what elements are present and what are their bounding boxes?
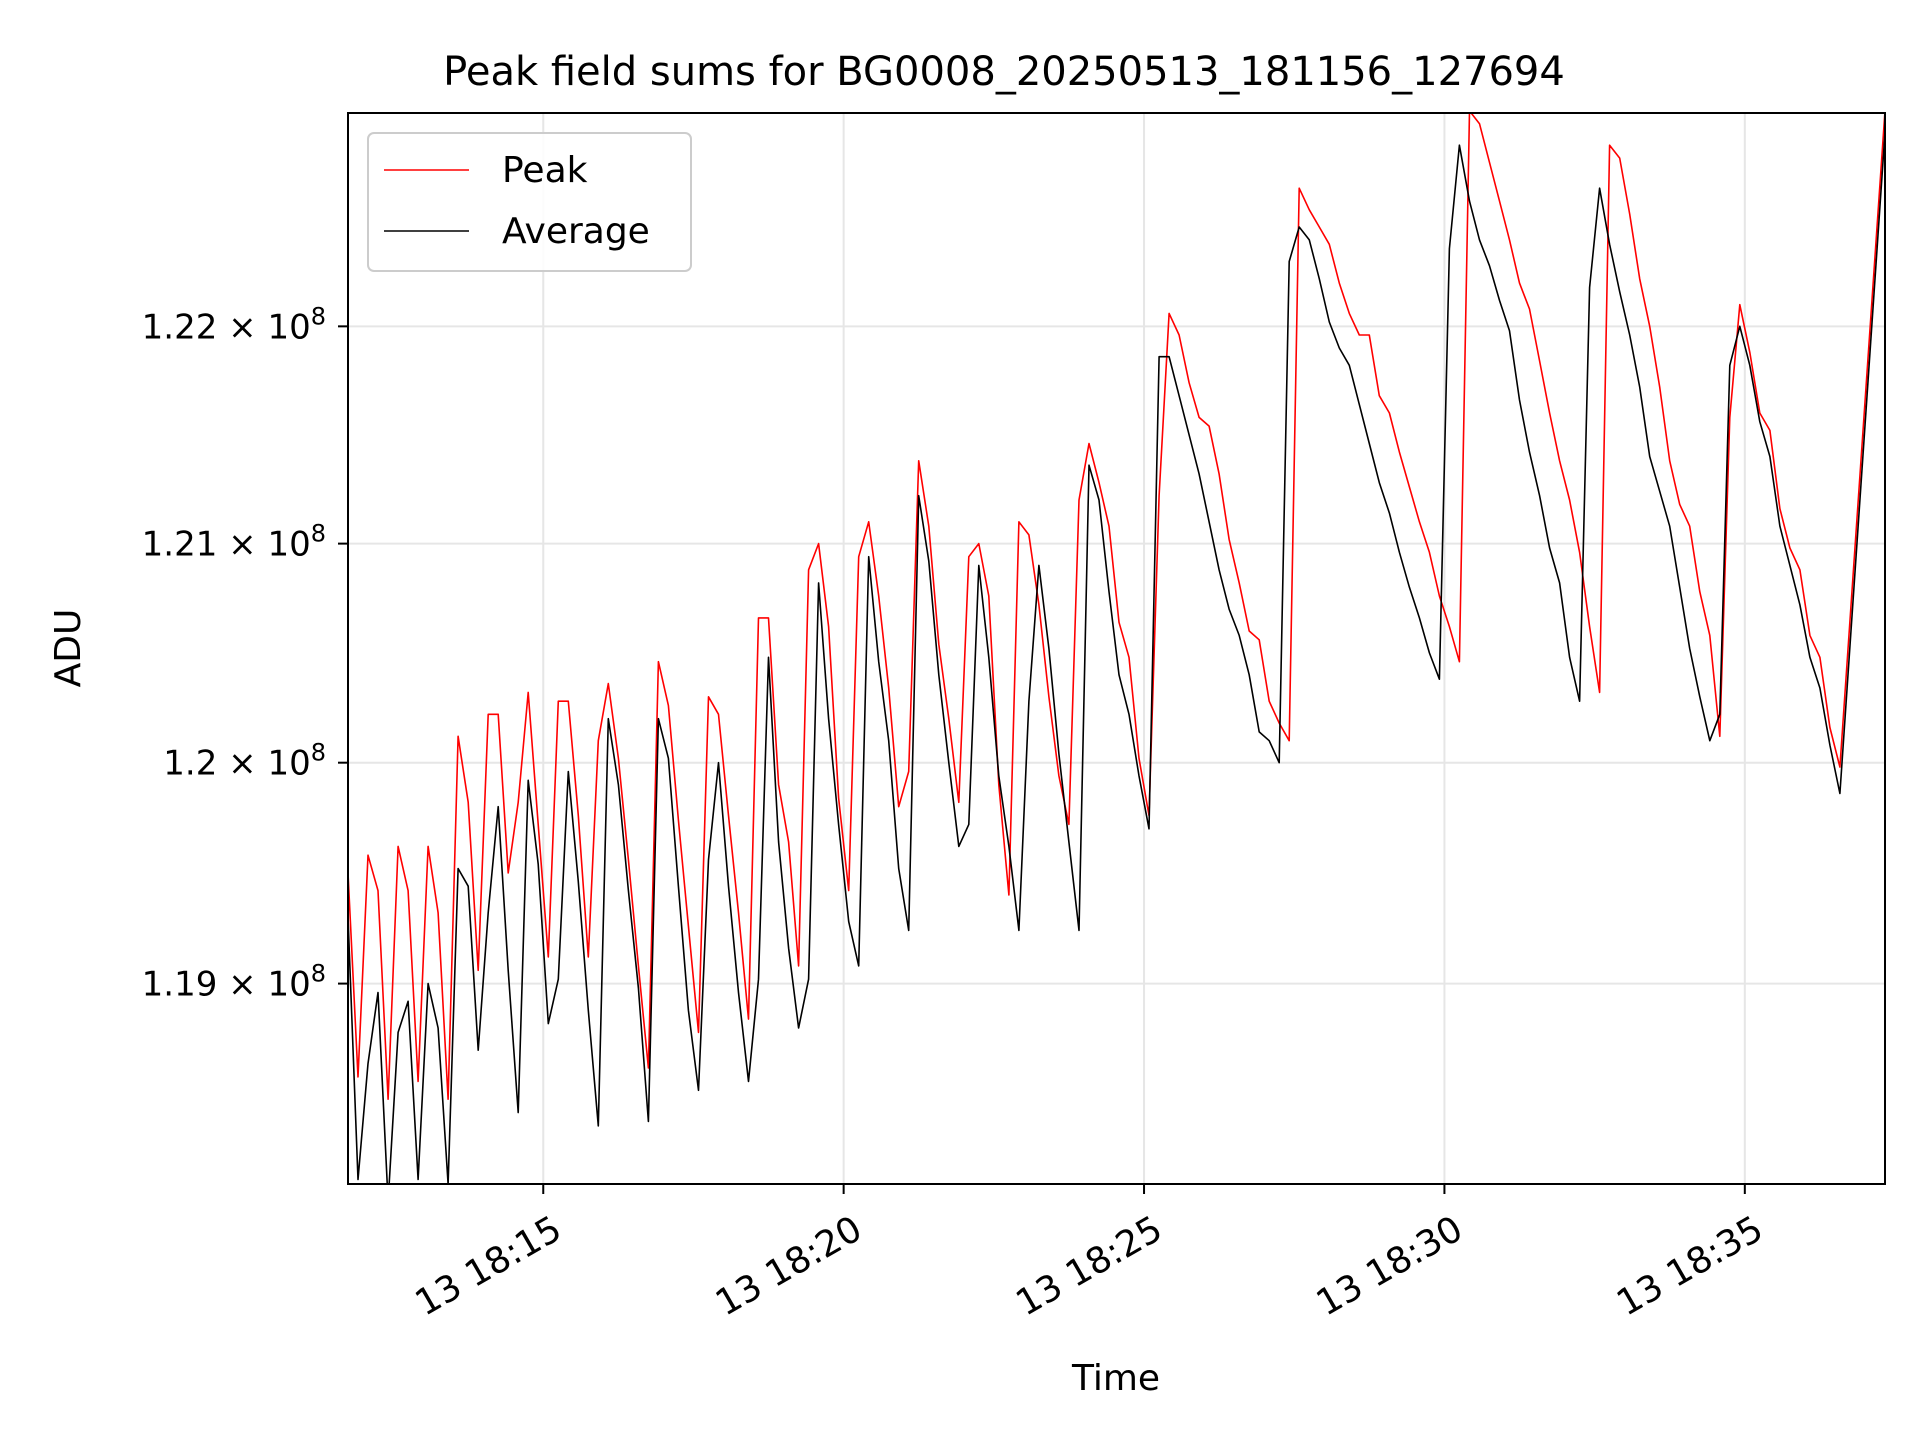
grid-lines [348, 113, 1885, 1184]
y-tick-label: 1.2 × 108 [163, 739, 326, 784]
x-tick-label: 13 18:20 [709, 1208, 869, 1324]
x-tick-label: 13 18:35 [1610, 1208, 1770, 1324]
series-line-peak [348, 113, 1885, 1100]
y-axis-label: ADU [48, 609, 89, 688]
y-tick-label: 1.19 × 108 [142, 960, 326, 1005]
x-tick-label: 13 18:25 [1009, 1208, 1169, 1324]
legend-label-peak: Peak [502, 150, 588, 191]
x-axis-label: Time [1071, 1358, 1160, 1399]
y-axis-ticks: 1.19 × 108 1.2 × 108 1.21 × 108 1.22 × 108 [142, 302, 348, 1005]
y-tick-label: 1.22 × 108 [142, 302, 326, 347]
series-layer [348, 113, 1885, 1184]
plot-area-frame [347, 112, 1886, 1185]
y-tick-label: 1.21 × 108 [142, 520, 326, 565]
legend-box [367, 132, 692, 272]
legend-label-average: Average [502, 211, 650, 252]
legend: Peak Average [367, 132, 692, 272]
x-axis-ticks: 13 18:15 13 18:20 13 18:25 13 18:30 13 18:35 [409, 1184, 1770, 1324]
x-tick-label: 13 18:30 [1310, 1208, 1470, 1324]
x-tick-label: 13 18:15 [409, 1208, 569, 1324]
series-line-average [348, 132, 1885, 1184]
chart-title: Peak field sums for BG0008_20250513_1811… [443, 49, 1565, 95]
